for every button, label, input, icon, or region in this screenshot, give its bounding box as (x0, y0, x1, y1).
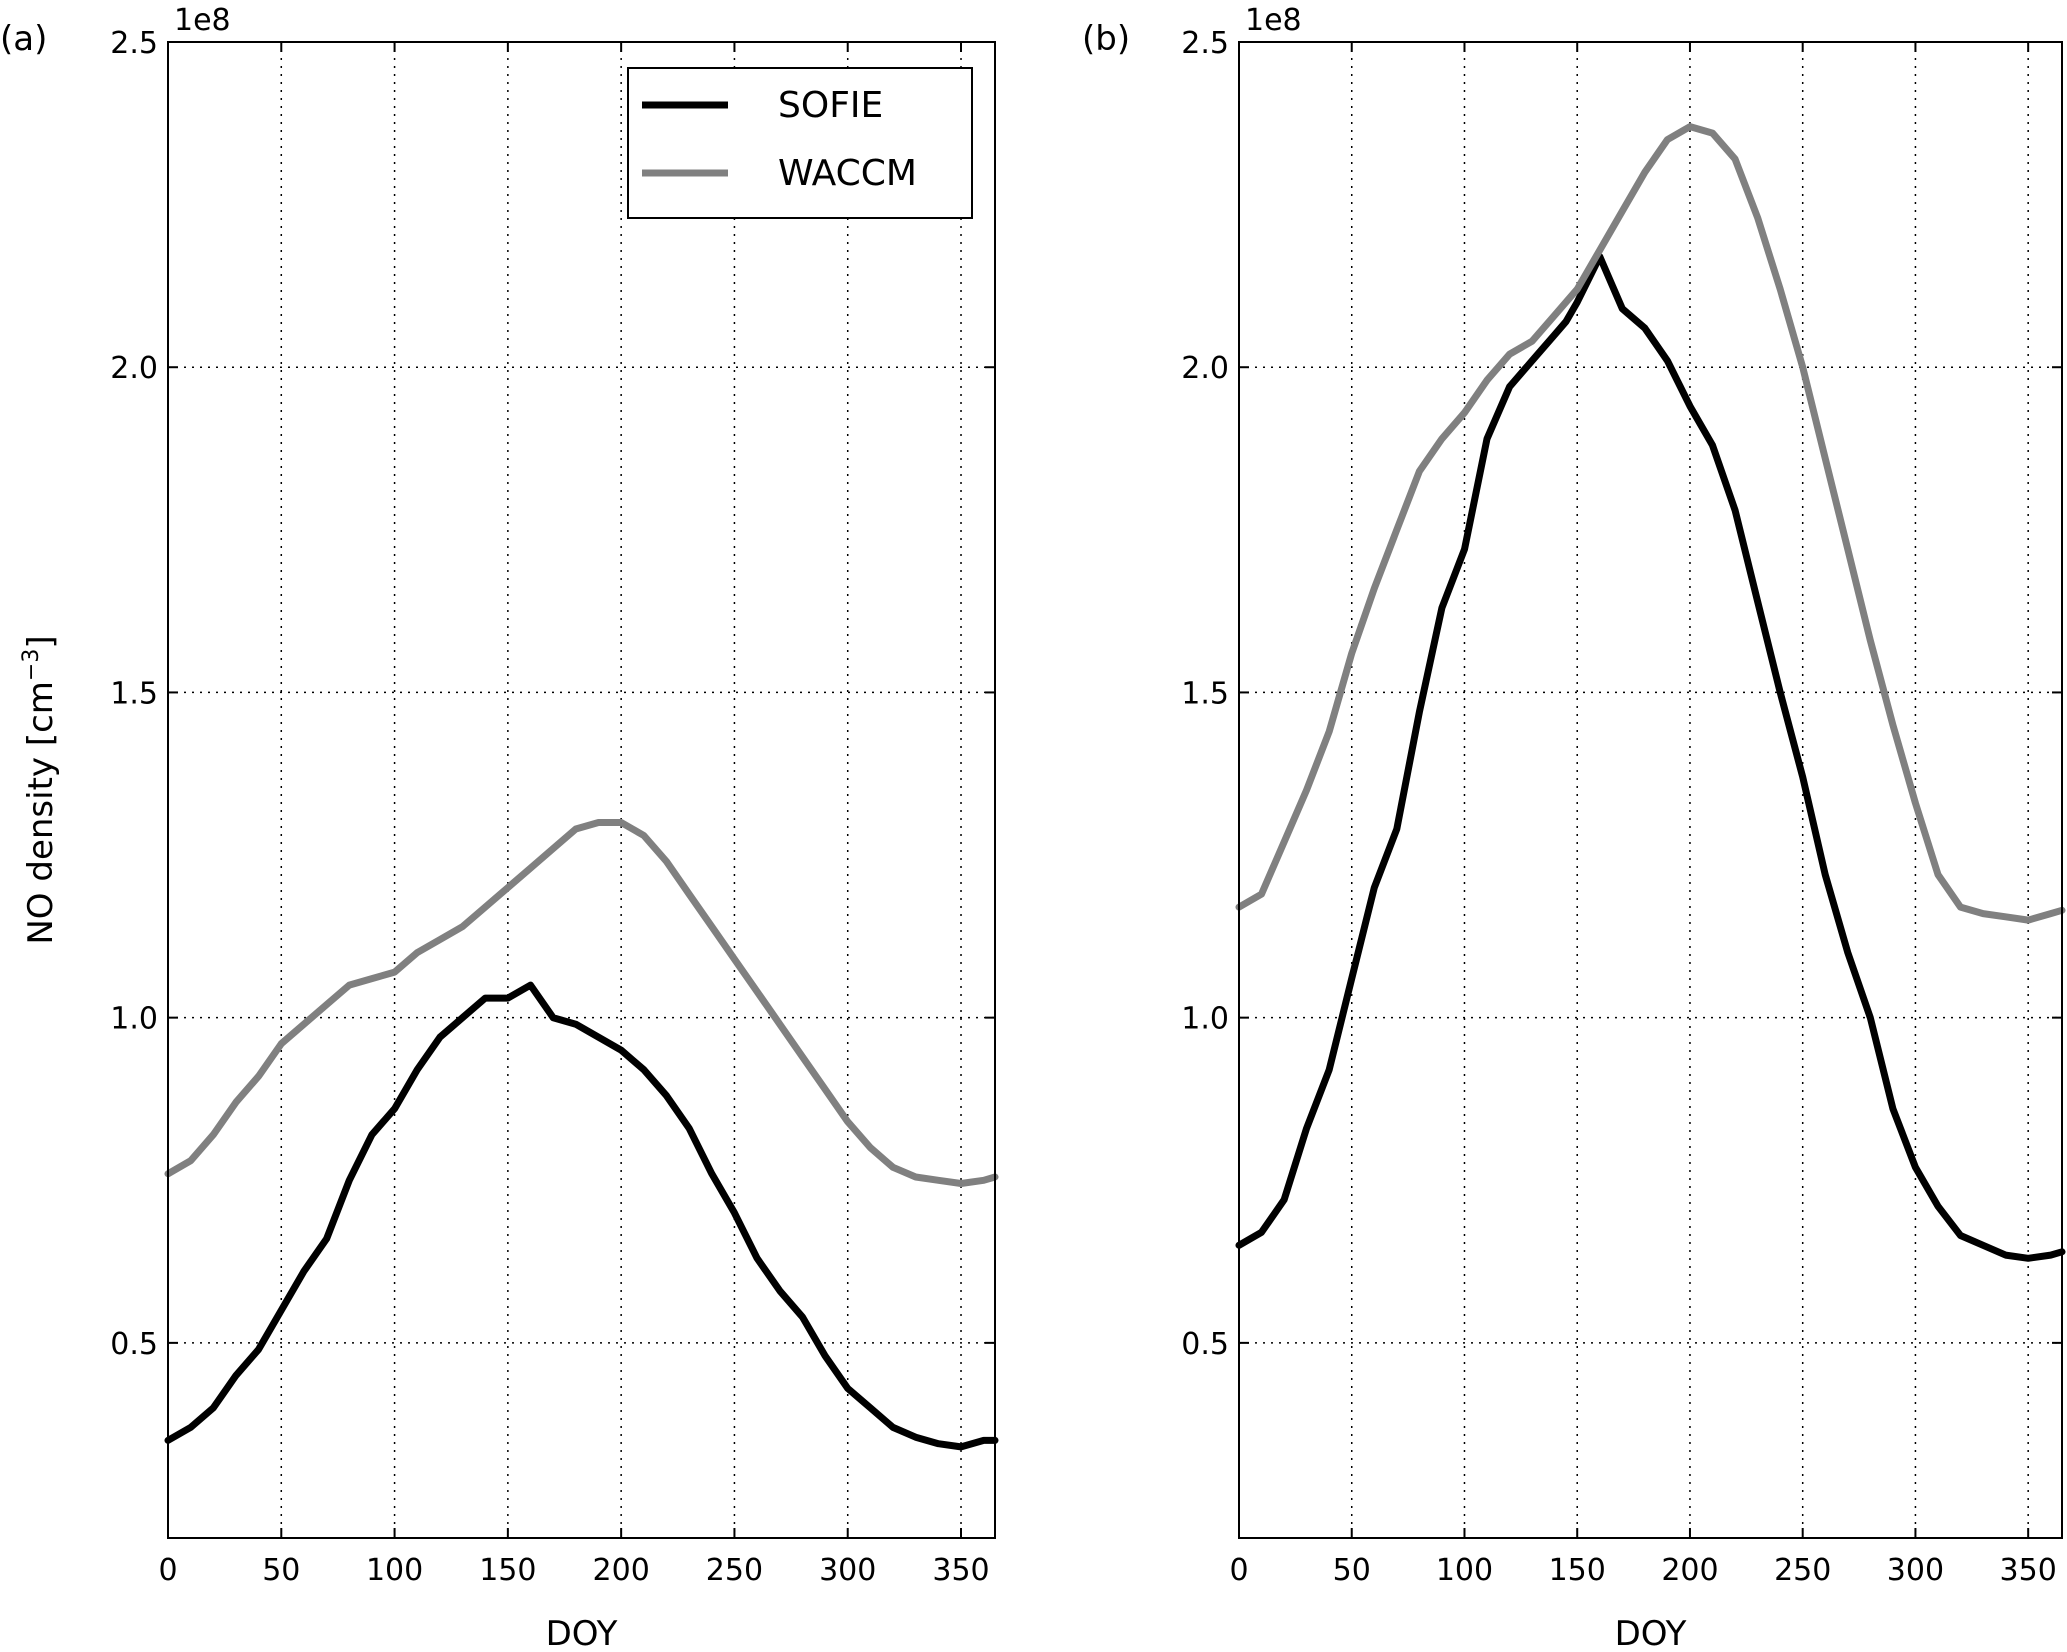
panel-b-series (1235, 123, 2066, 1262)
panel-b-plot-frame (1238, 41, 2063, 1539)
panel-b-grid (1239, 42, 2062, 1538)
panel-b-x-tick-label: 0 (1229, 1553, 1248, 1588)
panel-b-y-tick-label: 1.5 (1181, 676, 1229, 711)
panel-b-y-tick-label: 2.5 (1181, 26, 1229, 61)
panel-b-y-tick-label: 0.5 (1181, 1327, 1229, 1362)
panel-b-x-tick-label: 50 (1333, 1553, 1371, 1588)
panel-a-y-tick-label: 1.5 (110, 676, 158, 711)
panel-a-y-axis-label-close: ] (21, 635, 61, 648)
panel-a-y-offset-label: 1e8 (174, 3, 231, 38)
panel-b-y-tick-label: 2.0 (1181, 351, 1229, 386)
panel-b-x-tick-label: 150 (1549, 1553, 1606, 1588)
panel-b-x-axis-label: DOY (1615, 1614, 1687, 1652)
panel-b-y-offset-label: 1e8 (1245, 3, 1302, 38)
panel-a: 0 50 100 150 200 250 300 350 0.5 1.0 1.5 2.0 2.5 (a)… (0, 3, 999, 1652)
panel-b-x-tick-label: 300 (1887, 1553, 1944, 1588)
panel-a-x-tick-label: 50 (262, 1553, 300, 1588)
legend-box (627, 67, 973, 219)
panel-a-y-tick-label: 2.0 (110, 351, 158, 386)
panel-a-x-tick-label: 150 (479, 1553, 536, 1588)
panel-b-series-sofie-line (1235, 253, 2066, 1262)
panel-a-x-tick-label: 300 (819, 1553, 876, 1588)
panel-b-label: (b) (1082, 19, 1130, 59)
legend-label-waccm: WACCM (778, 153, 917, 194)
panel-a-series-waccm-line (164, 819, 999, 1187)
panel-a-series (164, 819, 999, 1451)
panel-a-x-axis-label: DOY (546, 1614, 618, 1652)
panel-b-x-tick-label: 350 (2000, 1553, 2057, 1588)
legend-label-sofie: SOFIE (778, 85, 883, 126)
panel-b-ticks: 0 50 100 150 200 250 300 350 0.5 1.0 1.5 2.0 2.5 (1181, 26, 2062, 1588)
panel-b: 0 50 100 150 200 250 300 350 0.5 1.0 1.5 2.0 2.5 (b)… (1082, 3, 2066, 1652)
panel-a-x-tick-label: 250 (706, 1553, 763, 1588)
panel-a-x-tick-label: 350 (932, 1553, 989, 1588)
panel-a-x-tick-label: 100 (366, 1553, 423, 1588)
panel-a-ticks: 0 50 100 150 200 250 300 350 0.5 1.0 1.5 2.0 2.5 (110, 26, 995, 1588)
panel-a-y-tick-label: 2.5 (110, 26, 158, 61)
panel-a-grid (168, 42, 995, 1538)
panel-a-y-tick-label: 0.5 (110, 1327, 158, 1362)
panel-a-plot-frame (167, 41, 996, 1539)
panel-a-legend: SOFIE WACCM (627, 67, 973, 219)
panel-b-series-waccm-line (1235, 123, 2066, 924)
panel-b-x-tick-label: 200 (1661, 1553, 1718, 1588)
panel-b-y-tick-label: 1.0 (1181, 1002, 1229, 1037)
panel-a-y-tick-label: 1.0 (110, 1002, 158, 1037)
panel-a-y-axis-label-sup: −3 (19, 649, 44, 681)
panel-a-label: (a) (0, 19, 47, 59)
panel-a-series-sofie-line (164, 981, 999, 1451)
panel-a-x-tick-label: 200 (593, 1553, 650, 1588)
panel-b-x-tick-label: 250 (1774, 1553, 1831, 1588)
panel-a-x-tick-label: 0 (158, 1553, 177, 1588)
panel-b-x-tick-label: 100 (1436, 1553, 1493, 1588)
panel-a-y-axis-label: NO density [cm−3] (19, 635, 61, 944)
panel-a-y-axis-label-main: NO density [cm (21, 681, 61, 945)
